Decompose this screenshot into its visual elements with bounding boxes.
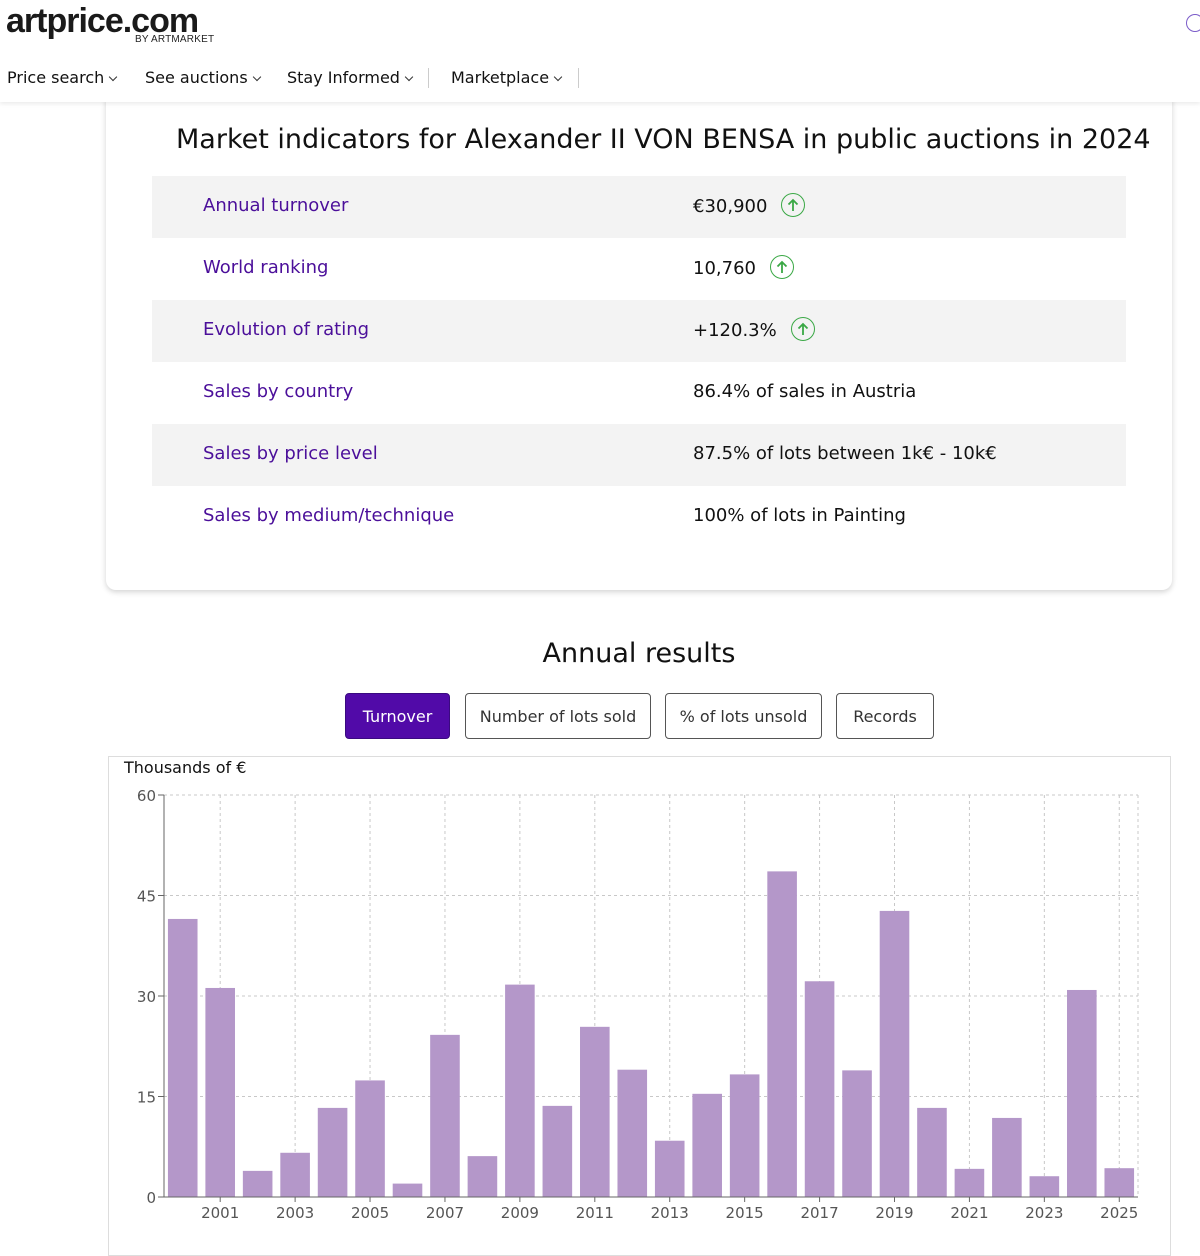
trend-up-icon (781, 193, 806, 217)
bar-2011 (580, 1026, 610, 1197)
indicator-value-text: €30,900 (693, 196, 768, 217)
site-header: artprice.com BY ARTMARKET Price search S… (0, 0, 1200, 102)
bar-2009 (505, 984, 535, 1197)
indicator-label[interactable]: Sales by country (203, 381, 354, 402)
nav-divider (578, 68, 579, 88)
bar-2002 (242, 1170, 273, 1197)
indicator-value: 87.5% of lots between 1k€ - 10k€ (693, 443, 997, 464)
indicator-label[interactable]: Sales by price level (203, 443, 378, 464)
indicator-row-sales-by-medium: Sales by medium/technique 100% of lots i… (152, 486, 1126, 548)
x-tick-label: 2019 (875, 1204, 913, 1222)
tab-number-of-lots-sold[interactable]: Number of lots sold (465, 693, 651, 739)
indicator-row-annual-turnover: Annual turnover €30,900 (152, 176, 1126, 238)
x-tick-label: 2005 (351, 1204, 389, 1222)
nav-price-search[interactable]: Price search (7, 68, 118, 87)
chevron-down-icon (109, 72, 118, 82)
bar-2022 (992, 1117, 1022, 1197)
y-tick-label: 0 (146, 1189, 156, 1207)
bar-2023 (1029, 1176, 1060, 1197)
bar-2017 (804, 981, 835, 1197)
indicator-value: €30,900 (693, 193, 806, 219)
y-axis-title: Thousands of € (124, 758, 247, 777)
x-tick-label: 2023 (1025, 1204, 1063, 1222)
nav-see-auctions[interactable]: See auctions (145, 68, 261, 87)
annual-results-title: Annual results (542, 638, 736, 669)
tab-turnover[interactable]: Turnover (345, 693, 450, 739)
indicator-value: 10,760 (693, 255, 794, 281)
x-tick-label: 2011 (576, 1204, 614, 1222)
indicators-title: Market indicators for Alexander II VON B… (176, 124, 1151, 155)
bar-2000 (167, 918, 198, 1197)
trend-up-icon (769, 255, 794, 279)
x-tick-label: 2013 (651, 1204, 689, 1222)
bar-2014 (692, 1093, 722, 1197)
x-tick-label: 2007 (426, 1204, 464, 1222)
y-tick-label: 15 (137, 1089, 156, 1107)
bar-2005 (355, 1080, 385, 1197)
indicator-label[interactable]: Evolution of rating (203, 319, 370, 340)
indicator-value: 100% of lots in Painting (693, 505, 906, 526)
x-tick-label: 2003 (276, 1204, 314, 1222)
indicator-value-text: 10,760 (693, 258, 756, 279)
indicator-label[interactable]: Annual turnover (203, 195, 349, 216)
bar-2008 (467, 1156, 498, 1197)
bar-2006 (392, 1183, 423, 1197)
chevron-down-icon (404, 72, 414, 82)
y-tick-label: 45 (137, 888, 156, 906)
bar-2024 (1067, 989, 1097, 1197)
nav-marketplace[interactable]: Marketplace (451, 68, 563, 87)
x-tick-label: 2025 (1100, 1204, 1138, 1222)
nav-divider (428, 68, 429, 88)
x-tick-label: 2021 (950, 1204, 988, 1222)
nav-label: See auctions (145, 68, 248, 87)
x-tick-label: 2009 (501, 1204, 539, 1222)
bar-2018 (842, 1070, 872, 1197)
bar-2016 (767, 871, 797, 1197)
indicator-value: +120.3% (693, 317, 815, 343)
indicator-value-text: +120.3% (693, 320, 777, 341)
nav-label: Marketplace (451, 68, 550, 87)
y-tick-label: 30 (137, 988, 156, 1006)
bar-2001 (205, 987, 235, 1197)
tab-records[interactable]: Records (836, 693, 934, 739)
bar-2007 (430, 1034, 460, 1197)
bar-2015 (729, 1074, 760, 1197)
artprice-logo[interactable]: artprice.com (6, 2, 199, 40)
indicator-row-sales-by-price-level: Sales by price level 87.5% of lots betwe… (152, 424, 1126, 486)
nav-label: Price search (7, 68, 105, 87)
x-tick-label: 2001 (201, 1204, 239, 1222)
y-tick-label: 60 (137, 787, 156, 805)
indicator-value: 86.4% of sales in Austria (693, 381, 917, 402)
chevron-down-icon (252, 72, 261, 82)
indicator-row-sales-by-country: Sales by country 86.4% of sales in Austr… (152, 362, 1126, 424)
indicator-label[interactable]: Sales by medium/technique (203, 505, 455, 526)
tab-percent-lots-unsold[interactable]: % of lots unsold (665, 693, 822, 739)
bar-2020 (917, 1107, 947, 1197)
logo-subtitle: BY ARTMARKET (135, 34, 215, 45)
x-tick-label: 2015 (726, 1204, 764, 1222)
indicator-row-evolution-of-rating: Evolution of rating +120.3% (152, 300, 1126, 362)
account-icon[interactable] (1186, 14, 1200, 32)
bar-2019 (879, 910, 910, 1197)
bar-2004 (317, 1107, 348, 1197)
x-tick-label: 2017 (800, 1204, 838, 1222)
bar-2025 (1104, 1168, 1135, 1197)
nav-stay-informed[interactable]: Stay Informed (287, 68, 414, 87)
bar-2021 (954, 1168, 985, 1197)
indicator-row-world-ranking: World ranking 10,760 (152, 238, 1126, 300)
bar-2003 (280, 1152, 310, 1197)
bar-2012 (617, 1069, 648, 1197)
chevron-down-icon (553, 72, 563, 82)
nav-label: Stay Informed (287, 68, 400, 87)
bar-2013 (654, 1140, 685, 1197)
bar-2010 (542, 1105, 573, 1197)
trend-up-icon (790, 317, 815, 341)
indicator-label[interactable]: World ranking (203, 257, 329, 278)
